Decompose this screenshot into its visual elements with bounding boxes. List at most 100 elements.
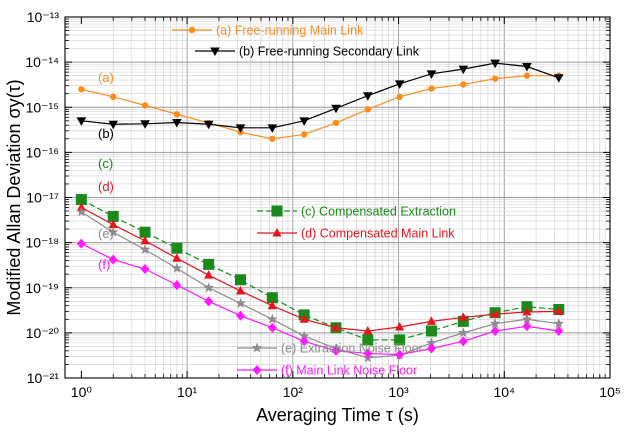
data-point [108,219,118,229]
series-f-main-link-noise-floor [76,238,564,360]
data-point [425,325,437,337]
legend-entry: (a) Free-running Main Link [172,24,364,38]
y-tick-label: 10⁻¹⁹ [25,280,59,296]
data-point [362,334,374,346]
data-point [140,235,150,245]
curve-labels: (a) (b) (c) (d) (e) (f) [98,70,114,272]
data-point [489,318,501,329]
curve-label-a: (a) [98,70,114,85]
legend-entry: (d) Compensated Main Link [257,227,455,241]
data-point [172,118,182,128]
y-tick-label: 10⁻¹⁶ [26,144,59,160]
data-point [394,334,406,346]
grid [65,17,610,378]
legend-label: (c) Compensated Extraction [301,205,456,219]
curve-label-e: (e) [98,226,114,241]
series-line [81,243,559,356]
data-point [139,244,151,255]
data-point [458,65,469,75]
data-point [76,206,87,217]
series-b-free-running-secondary-link [76,59,564,133]
data-point [522,62,532,72]
data-point [490,326,500,337]
data-point [331,345,341,356]
data-point [395,349,405,360]
data-point [203,282,214,293]
series-line [81,211,559,359]
data-point [203,258,215,270]
y-tick-label: 10⁻¹⁴ [25,54,59,70]
curve-label-b: (b) [98,126,114,141]
data-point [553,74,564,83]
data-point [110,93,117,101]
data-point [426,70,437,79]
data-point [75,194,87,206]
series-line [81,62,559,129]
curve-label-f: (f) [98,257,110,272]
legend-marker [252,365,262,375]
legend-entry: (f) Main Link Noise Floor [237,364,417,378]
y-tick-label: 10⁻²⁰ [26,325,60,341]
data-point [299,117,309,126]
data-point [108,254,118,265]
data-point [522,307,532,316]
y-tick-label: 10⁻²¹ [27,370,60,386]
data-point [267,124,278,133]
data-point [523,72,531,79]
data-point [458,312,468,321]
data-point [236,310,246,321]
legend-marker [271,205,283,217]
x-tick-label: 10⁴ [493,384,515,400]
data-point [235,297,246,308]
data-point [554,326,564,337]
data-point [521,301,533,313]
legend: (a) Free-running Main Link (b) Free-runni… [172,24,456,378]
data-point [76,117,87,126]
y-tick-label: 10⁻¹³ [27,9,60,25]
x-tick-label: 10³ [388,384,409,400]
data-point [173,111,181,118]
data-point [363,348,373,359]
data-point [269,135,276,142]
data-point [458,336,468,347]
legend-label: (b) Free-running Secondary Link [239,45,420,59]
data-point [78,86,85,93]
legend-entry: (e) Extraction Noise Floor [237,342,423,356]
data-point [428,85,435,92]
data-point [363,92,373,101]
data-point [458,327,469,338]
series-line [81,206,559,332]
data-point [140,264,150,275]
legend-label: (f) Main Link Noise Floor [281,364,417,378]
legend-marker [272,228,282,237]
y-tick-label: 10⁻¹⁸ [25,235,59,251]
data-point [522,321,532,332]
data-point [171,262,183,273]
data-point [266,292,278,304]
data-point [554,306,564,315]
data-point [553,318,564,329]
data-point [235,124,246,133]
data-point [204,296,214,307]
series-line [81,75,559,140]
data-point [426,343,436,354]
data-point [521,313,533,324]
data-point [107,210,119,222]
y-tick-label: 10⁻¹⁷ [26,190,59,206]
data-point [235,285,246,295]
x-tick-label: 10⁰ [71,384,93,400]
data-point [363,326,373,335]
legend-label: (e) Extraction Noise Floor [281,342,423,356]
legend-marker [188,26,196,34]
legend-label: (d) Compensated Main Link [301,227,455,241]
data-point [299,314,309,323]
data-point [491,75,499,82]
data-point [171,242,183,254]
y-axis-title: Modified Allan Deviation σy(τ) [4,79,24,315]
data-point [172,280,182,291]
data-point [426,316,437,325]
data-point [107,226,119,237]
data-point [267,322,277,333]
data-point [331,322,341,332]
